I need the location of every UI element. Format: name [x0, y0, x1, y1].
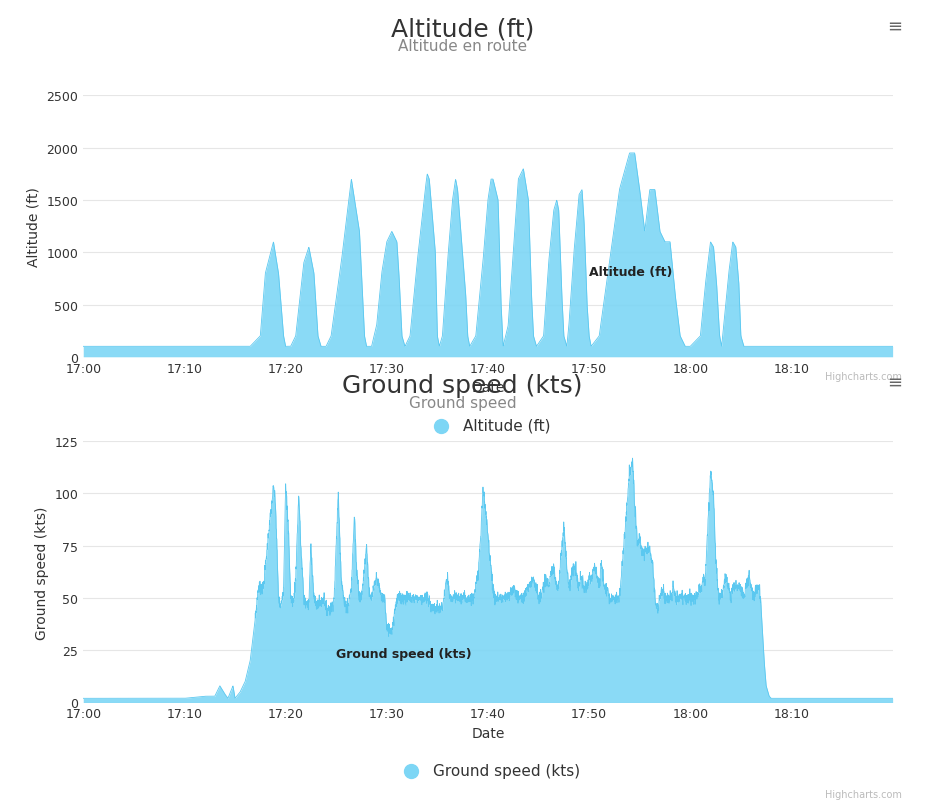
Text: Altitude en route: Altitude en route [398, 39, 527, 54]
Text: Altitude (ft): Altitude (ft) [390, 18, 535, 42]
Y-axis label: Altitude (ft): Altitude (ft) [27, 187, 41, 267]
Text: Ground speed (kts): Ground speed (kts) [342, 373, 583, 397]
X-axis label: Date: Date [471, 381, 505, 395]
Text: Highcharts.com: Highcharts.com [825, 789, 902, 799]
Legend: Ground speed (kts): Ground speed (kts) [390, 757, 586, 785]
Text: ≡: ≡ [887, 18, 902, 35]
Text: Altitude (ft): Altitude (ft) [589, 266, 672, 279]
Text: Ground speed: Ground speed [409, 395, 516, 410]
X-axis label: Date: Date [471, 726, 505, 740]
Text: Ground speed (kts): Ground speed (kts) [336, 646, 472, 660]
Legend: Altitude (ft): Altitude (ft) [420, 412, 556, 439]
Text: Highcharts.com: Highcharts.com [825, 372, 902, 381]
Text: ≡: ≡ [887, 373, 902, 391]
Y-axis label: Ground speed (kts): Ground speed (kts) [35, 506, 49, 638]
